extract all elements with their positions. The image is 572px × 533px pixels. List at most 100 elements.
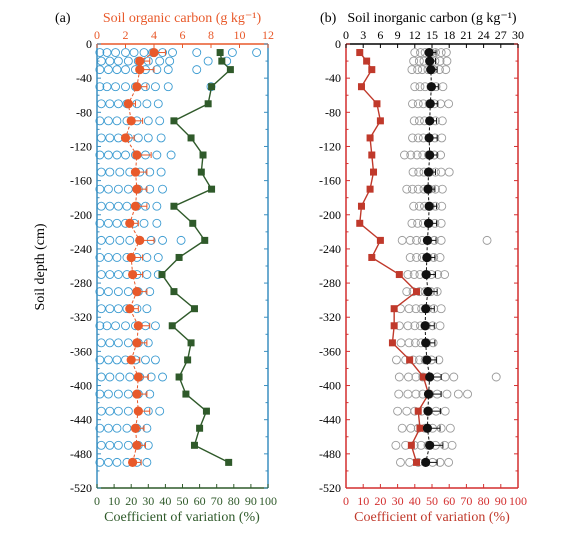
panel-b-mean-point xyxy=(423,218,434,228)
panel-b-sample-point xyxy=(397,235,407,245)
panel-a-y-tick-label: -160 xyxy=(70,174,92,188)
panel-a-y-tick-label: 0 xyxy=(86,37,92,51)
panel-b-sample-point xyxy=(435,56,445,66)
panel-b-sample-point xyxy=(416,48,425,57)
panel-b-cv-marker xyxy=(376,236,384,244)
panel-a-sample-point xyxy=(95,65,105,75)
panel-a-top-tick-label: 2 xyxy=(123,28,129,42)
panel-a-cv-line xyxy=(161,52,232,464)
panel-a-sample-point xyxy=(95,48,105,57)
panel-b-cv-marker xyxy=(366,134,374,142)
panel-b-sample-point xyxy=(482,235,492,245)
panel-a-y-tick-label: -240 xyxy=(70,242,92,256)
panel-a-sample-point xyxy=(111,82,120,92)
panel-a-cv-marker xyxy=(170,202,178,210)
panel-b-bottom-tick-label: 30 xyxy=(392,494,404,508)
panel-b-sample-point xyxy=(437,184,447,194)
panel-b-sample-point xyxy=(407,65,417,75)
panel-a-sample-point xyxy=(105,304,115,314)
panel-a-sample-point xyxy=(96,270,106,279)
panel-b-cv-marker xyxy=(376,117,384,125)
panel-b-sample-point xyxy=(413,218,423,228)
panel-b-mean-point xyxy=(424,47,434,58)
panel-a-sample-point xyxy=(156,133,166,143)
panel-a-sample-point xyxy=(115,235,125,245)
panel-a-sample-point xyxy=(142,99,152,109)
panel-b-cv-marker xyxy=(390,322,398,330)
panel-b-sample-point xyxy=(413,184,423,194)
panel-a-sample-point xyxy=(113,99,123,109)
panel-a-cv-marker xyxy=(208,185,216,193)
panel-b-mean-point xyxy=(422,423,433,433)
panel-b-sample-point xyxy=(415,82,425,92)
panel-b-label: (b) xyxy=(320,11,337,26)
panel-a-sample-point xyxy=(125,372,135,382)
panel-a-bottom-tick-label: 30 xyxy=(142,494,154,508)
panel-b-mean-point xyxy=(423,184,433,194)
panel-a-sample-point xyxy=(112,150,122,160)
panel-a-sample-point xyxy=(158,184,168,194)
panel-b-mean-point xyxy=(424,133,434,143)
panel-a-sample-point xyxy=(166,150,176,160)
panel-b: (b) Soil inorganic carbon (g kg⁻¹) Coeff… xyxy=(319,11,527,525)
panel-a-sample-point xyxy=(142,270,152,279)
panel-a-sample-point xyxy=(95,184,105,194)
panel-b-sample-point xyxy=(410,82,420,92)
panel-b-sample-point xyxy=(436,48,446,57)
panel-b-cv-marker xyxy=(357,83,365,91)
panel-a-y-tick-label: -360 xyxy=(70,344,92,358)
panel-b-mean-line xyxy=(424,52,432,463)
panel-b-mean-point xyxy=(425,116,435,126)
panel-a-sample-point xyxy=(143,133,153,143)
panel-b-mean-point xyxy=(425,99,435,109)
panel-b-sample-point xyxy=(437,201,447,211)
panel-b-sample-point xyxy=(391,440,401,450)
panel-a-sample-point xyxy=(103,389,113,399)
panel-a-sample-point xyxy=(111,321,120,331)
panel-a-mean-point xyxy=(130,201,141,211)
panel-b-cv-marker xyxy=(416,424,424,432)
panel-a-cv-marker xyxy=(208,83,216,91)
panel-b-sample-point xyxy=(445,423,455,433)
panel-b-cv-marker xyxy=(366,185,374,193)
panel-a-mean-point xyxy=(133,321,143,331)
panel-a-top-tick-label: 0 xyxy=(94,28,100,42)
panel-b-sample-point xyxy=(447,440,457,450)
panel-b-sample-point xyxy=(417,65,427,75)
panel-b-sample-point xyxy=(442,56,452,66)
panel-a-sample-point xyxy=(103,150,113,160)
panel-a-cv-marker xyxy=(175,373,183,381)
panel-a-sample-point xyxy=(123,338,133,348)
panel-a-sample-point xyxy=(113,440,123,450)
panel-b-sample-point xyxy=(410,48,420,57)
panel-a-sample-point xyxy=(153,99,163,109)
panel-a-mean-point xyxy=(132,389,142,399)
panel-b-sample-point xyxy=(411,304,421,314)
panel-a-sample-point xyxy=(227,48,237,57)
panel-b-cv-marker xyxy=(357,202,365,210)
panel-b-mean-point xyxy=(426,65,436,75)
panel-b-sample-point xyxy=(442,389,452,399)
panel-b-cv-marker xyxy=(356,49,364,57)
panel-a-mean-point xyxy=(128,457,138,467)
panel-b-y-tick-label: 0 xyxy=(335,37,341,51)
panel-a-sample-point xyxy=(95,82,105,92)
panel-b-y-tick-label: -240 xyxy=(319,242,341,256)
panel-b-sample-point xyxy=(409,270,419,279)
panel-b-sample-point xyxy=(414,167,424,177)
panel-b-sample-point xyxy=(435,253,445,262)
panel-a-sample-point xyxy=(96,99,106,109)
panel-b-sample-point xyxy=(405,235,415,245)
panel-b-sample-point xyxy=(397,423,407,433)
panel-b-bottom-tick-label: 40 xyxy=(409,494,421,508)
panel-b-y-tick-label: -440 xyxy=(319,413,341,427)
panel-a-sample-point xyxy=(139,218,149,228)
panel-b-sample-point xyxy=(406,150,416,160)
panel-a-sample-point xyxy=(165,56,175,66)
panel-b-mean-point xyxy=(422,252,432,263)
panel-a-bottom-axis-title: Coefficient of variation (%) xyxy=(104,510,260,525)
panel-b-sample-point xyxy=(404,338,414,348)
panel-a-cv-marker xyxy=(197,168,205,176)
panel-a-sample-point xyxy=(95,218,105,228)
